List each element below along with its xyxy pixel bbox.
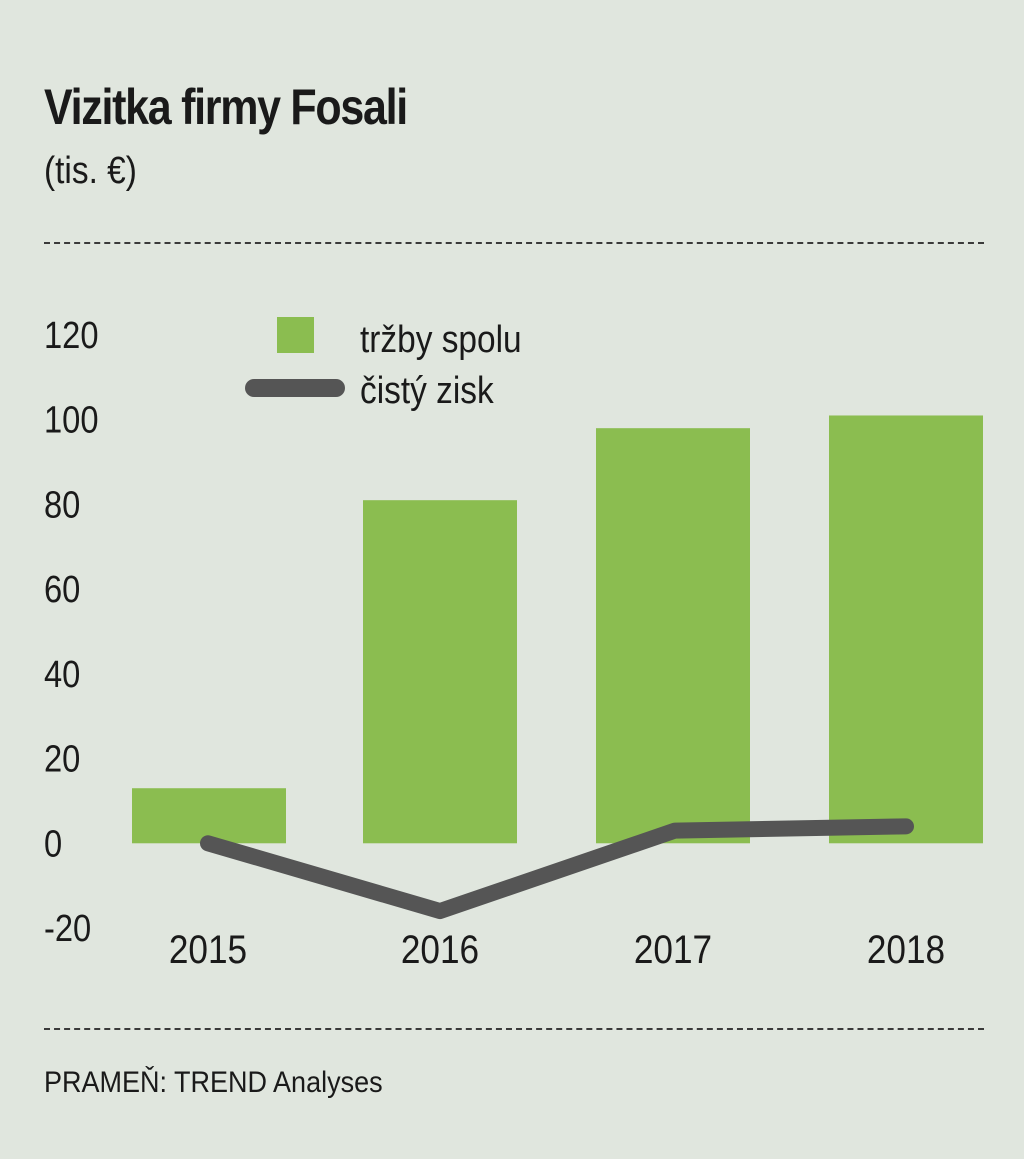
bar-2015 [132,788,286,844]
bar-2018 [829,415,983,844]
y-tick-label: 80 [44,483,80,526]
top-divider [44,242,984,244]
x-tick-label: 2018 [867,927,945,972]
bottom-divider [44,1028,984,1030]
legend: tržby spolu čistý zisk [245,317,522,411]
x-tick-label: 2017 [634,927,712,972]
x-tick-label: 2016 [401,927,479,972]
legend-swatch-bars [277,317,314,353]
y-tick-label: 20 [44,737,80,780]
y-tick-label: -20 [44,907,91,950]
y-tick-label: 100 [44,398,99,441]
source-note: PRAMEŇ: TREND Analyses [44,1066,383,1099]
line-series [200,818,914,920]
y-tick-label: 120 [44,314,99,357]
legend-label-line: čistý zisk [360,369,494,411]
line-cisty-zisk [200,818,914,920]
y-tick-label: 0 [44,822,62,865]
bar-2016 [363,500,517,844]
legend-label-bars: tržby spolu [360,318,522,360]
bar-2017 [596,428,750,844]
x-tick-label: 2015 [169,927,247,972]
y-tick-label: 40 [44,653,80,696]
units-subtitle: (tis. €) [44,150,137,192]
x-axis-ticks: 2015 2016 2017 2018 [169,927,945,972]
y-axis-ticks: 120 100 80 60 40 20 0 -20 [44,314,99,950]
page-title: Vizitka firmy Fosali [44,79,408,135]
y-tick-label: 60 [44,568,80,611]
bar-series [132,415,983,844]
